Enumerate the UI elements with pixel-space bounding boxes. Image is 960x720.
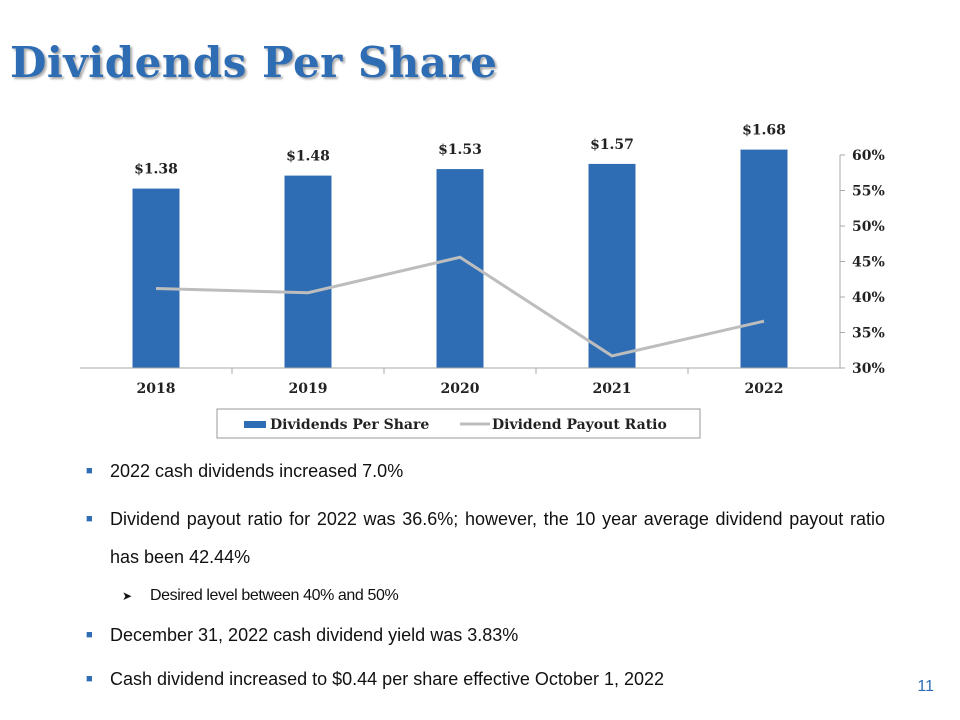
data-label-2020: $1.53 — [438, 142, 482, 158]
x-tick-2020: 2020 — [441, 381, 480, 397]
bullet-text: December 31, 2022 cash dividend yield wa… — [110, 625, 519, 645]
sub-bullet-item: ➤ Desired level between 40% and 50% — [84, 582, 885, 610]
square-bullet-icon: ■ — [86, 673, 93, 685]
bars-layer — [132, 149, 788, 368]
y2-tick-label: 45% — [852, 255, 885, 271]
legend-swatch-dividends — [244, 421, 266, 428]
data-label-2022: $1.68 — [742, 123, 786, 139]
bar-2018 — [132, 188, 180, 368]
data-label-2019: $1.48 — [286, 149, 330, 165]
bullet-text: Cash dividend increased to $0.44 per sha… — [110, 669, 665, 689]
y2-tick-label: 30% — [852, 361, 885, 377]
bullet-text: 2022 cash dividends increased 7.0% — [110, 461, 404, 481]
bar-2019 — [284, 175, 332, 368]
bar-2021 — [588, 163, 636, 368]
bullet-text: Dividend payout ratio for 2022 was 36.6%… — [110, 509, 885, 567]
x-tick-2022: 2022 — [745, 381, 784, 397]
arrow-bullet-icon: ➤ — [122, 589, 132, 603]
x-axis-ticks: 2018 2019 2020 2021 2022 — [137, 368, 784, 397]
x-tick-2018: 2018 — [137, 381, 176, 397]
y2-tick-label: 55% — [852, 184, 885, 200]
dividends-chart: $1.38$1.48 $1.53 $1.57$1.68 2018 2019 2020 20… — [80, 123, 885, 439]
bar-2022 — [740, 149, 788, 368]
y2-tick-label: 50% — [852, 219, 885, 235]
bullet-item: ■ 2022 cash dividends increased 7.0% — [84, 456, 885, 486]
square-bullet-icon: ■ — [86, 629, 93, 641]
data-labels-layer: $1.38 $1.48 $1.53 $1.57 $1.68 — [134, 123, 786, 178]
slide-title: Dividends Per Share — [10, 38, 498, 87]
bullet-item: ■ December 31, 2022 cash dividend yield … — [84, 620, 885, 650]
x-tick-2019: 2019 — [289, 381, 328, 397]
bullet-list: ■ 2022 cash dividends increased 7.0% ■ D… — [84, 456, 885, 694]
square-bullet-icon: ■ — [86, 465, 93, 477]
y2-axis-ticks: 30% 35% 40% 45% 50% 55% 60% — [840, 148, 885, 377]
y2-tick-label: 60% — [852, 148, 885, 164]
legend-frame — [216, 408, 701, 439]
page-number: 11 — [917, 678, 934, 695]
y2-tick-label: 40% — [852, 290, 885, 306]
sub-bullet-text: Desired level between 40% and 50% — [150, 587, 399, 604]
series-line-payout-ratio — [155, 255, 765, 358]
bullet-item: ■ Cash dividend increased to $0.44 per s… — [84, 664, 885, 694]
y2-tick-label: 35% — [852, 326, 885, 342]
legend-label-dividends: Dividends Per Share — [270, 417, 429, 433]
data-label-2021: $1.57 — [590, 137, 634, 153]
legend-label-payout-ratio: Dividend Payout Ratio — [492, 417, 667, 433]
bullet-item: ■ Dividend payout ratio for 2022 was 36.… — [84, 500, 885, 576]
square-bullet-icon: ■ — [86, 513, 93, 525]
x-tick-2021: 2021 — [593, 381, 632, 397]
legend: Dividends Per Share Dividend Payout Rati… — [216, 408, 701, 439]
data-label-2018: $1.38 — [134, 162, 178, 178]
